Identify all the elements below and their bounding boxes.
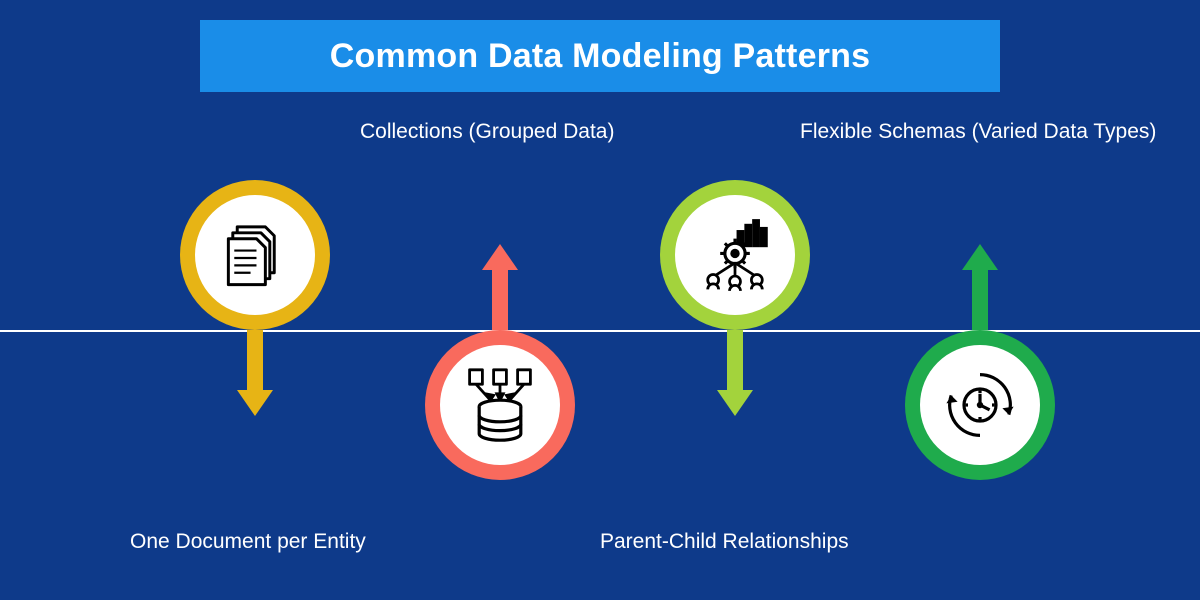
database-icon [460, 365, 540, 445]
cycle-icon [940, 365, 1020, 445]
node-inner [920, 345, 1040, 465]
title-bar: Common Data Modeling Patterns [200, 20, 1000, 92]
arrow-up-icon [962, 244, 998, 330]
node-inner [440, 345, 560, 465]
hierarchy-icon [696, 216, 774, 294]
node-one-doc [180, 180, 330, 330]
label-flex-schema: Flexible Schemas (Varied Data Types) [800, 120, 1156, 144]
node-ring [660, 180, 810, 330]
label-one-doc: One Document per Entity [130, 530, 366, 554]
node-inner [195, 195, 315, 315]
node-ring [425, 330, 575, 480]
label-parent-child: Parent-Child Relationships [600, 530, 849, 554]
title-text: Common Data Modeling Patterns [330, 37, 870, 76]
arrow-down-icon [237, 330, 273, 416]
node-parent-child [660, 180, 810, 330]
arrow-down-icon [717, 330, 753, 416]
infographic-canvas: Common Data Modeling Patterns [0, 0, 1200, 600]
node-ring [180, 180, 330, 330]
arrow-up-icon [482, 244, 518, 330]
node-inner [675, 195, 795, 315]
label-collections: Collections (Grouped Data) [360, 120, 614, 144]
node-ring [905, 330, 1055, 480]
documents-icon [218, 218, 292, 292]
node-flex-schema [905, 330, 1055, 480]
node-collections [425, 330, 575, 480]
